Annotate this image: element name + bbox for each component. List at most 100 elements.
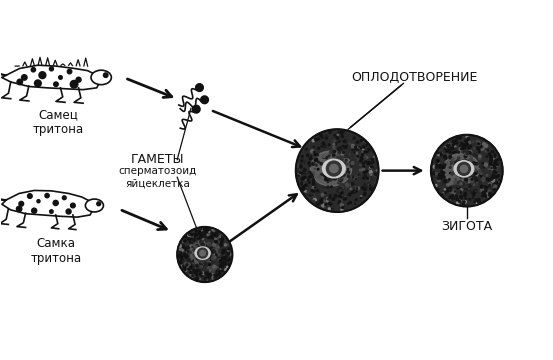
- Circle shape: [206, 253, 208, 255]
- Circle shape: [464, 195, 466, 196]
- Circle shape: [477, 182, 478, 183]
- Circle shape: [480, 190, 482, 192]
- Circle shape: [332, 155, 334, 157]
- Circle shape: [451, 199, 453, 200]
- Circle shape: [305, 192, 306, 193]
- Circle shape: [195, 241, 197, 243]
- Circle shape: [208, 244, 210, 246]
- Circle shape: [452, 192, 455, 195]
- Circle shape: [468, 172, 470, 174]
- Circle shape: [468, 141, 471, 144]
- Circle shape: [217, 246, 220, 248]
- Circle shape: [362, 145, 365, 148]
- Circle shape: [186, 264, 188, 266]
- Circle shape: [482, 187, 486, 190]
- Circle shape: [453, 198, 455, 199]
- Circle shape: [196, 265, 198, 267]
- Circle shape: [184, 269, 185, 270]
- Circle shape: [452, 144, 454, 146]
- Circle shape: [218, 259, 222, 262]
- Circle shape: [367, 161, 369, 164]
- Circle shape: [223, 251, 226, 253]
- Circle shape: [181, 258, 183, 260]
- Circle shape: [301, 156, 303, 157]
- Circle shape: [321, 193, 324, 196]
- Circle shape: [338, 131, 339, 132]
- Circle shape: [332, 174, 336, 177]
- Circle shape: [200, 255, 201, 257]
- Circle shape: [358, 154, 359, 155]
- Circle shape: [298, 175, 299, 176]
- Circle shape: [465, 170, 467, 171]
- Circle shape: [205, 251, 207, 254]
- Circle shape: [332, 198, 334, 200]
- Circle shape: [215, 255, 217, 257]
- Circle shape: [363, 166, 364, 167]
- Circle shape: [336, 136, 338, 139]
- Circle shape: [205, 230, 208, 233]
- Circle shape: [340, 175, 342, 176]
- Circle shape: [368, 184, 369, 185]
- Circle shape: [343, 163, 344, 165]
- Circle shape: [335, 168, 337, 171]
- Circle shape: [186, 255, 189, 258]
- Circle shape: [223, 252, 225, 253]
- Circle shape: [220, 259, 221, 261]
- Circle shape: [204, 254, 207, 257]
- Circle shape: [200, 266, 202, 268]
- Circle shape: [201, 232, 203, 234]
- Circle shape: [207, 251, 208, 252]
- Circle shape: [450, 163, 451, 165]
- Circle shape: [338, 156, 341, 158]
- Circle shape: [463, 201, 465, 202]
- Circle shape: [184, 258, 186, 260]
- Circle shape: [467, 161, 468, 162]
- Circle shape: [368, 169, 371, 172]
- Circle shape: [463, 169, 465, 171]
- Circle shape: [194, 237, 195, 238]
- Circle shape: [189, 233, 191, 235]
- Circle shape: [327, 186, 329, 188]
- Circle shape: [370, 174, 372, 175]
- Circle shape: [219, 270, 221, 273]
- Circle shape: [205, 262, 206, 264]
- Circle shape: [457, 186, 459, 187]
- Circle shape: [324, 174, 326, 177]
- Circle shape: [349, 163, 351, 166]
- Circle shape: [205, 254, 206, 255]
- Circle shape: [349, 201, 352, 204]
- Circle shape: [460, 173, 463, 176]
- Circle shape: [452, 152, 455, 153]
- Circle shape: [218, 273, 221, 275]
- Circle shape: [479, 151, 480, 152]
- Circle shape: [347, 172, 348, 174]
- Circle shape: [204, 254, 206, 256]
- Circle shape: [208, 276, 210, 278]
- Circle shape: [207, 252, 209, 254]
- Circle shape: [205, 256, 207, 258]
- Circle shape: [300, 164, 301, 166]
- Circle shape: [337, 172, 339, 175]
- Circle shape: [193, 249, 195, 251]
- Circle shape: [210, 236, 212, 238]
- Circle shape: [194, 239, 195, 240]
- Circle shape: [205, 236, 207, 238]
- Circle shape: [458, 151, 460, 153]
- Circle shape: [333, 167, 337, 170]
- Circle shape: [467, 173, 469, 176]
- Circle shape: [366, 151, 368, 153]
- Circle shape: [194, 240, 195, 242]
- Circle shape: [326, 161, 341, 176]
- Circle shape: [204, 251, 205, 253]
- Circle shape: [446, 162, 448, 165]
- Circle shape: [346, 183, 348, 186]
- Ellipse shape: [187, 241, 215, 265]
- Circle shape: [495, 172, 497, 174]
- Circle shape: [207, 233, 210, 236]
- Circle shape: [336, 167, 338, 169]
- Circle shape: [190, 274, 192, 276]
- Circle shape: [367, 178, 368, 180]
- Circle shape: [453, 181, 456, 184]
- Circle shape: [478, 189, 480, 191]
- Circle shape: [470, 162, 471, 163]
